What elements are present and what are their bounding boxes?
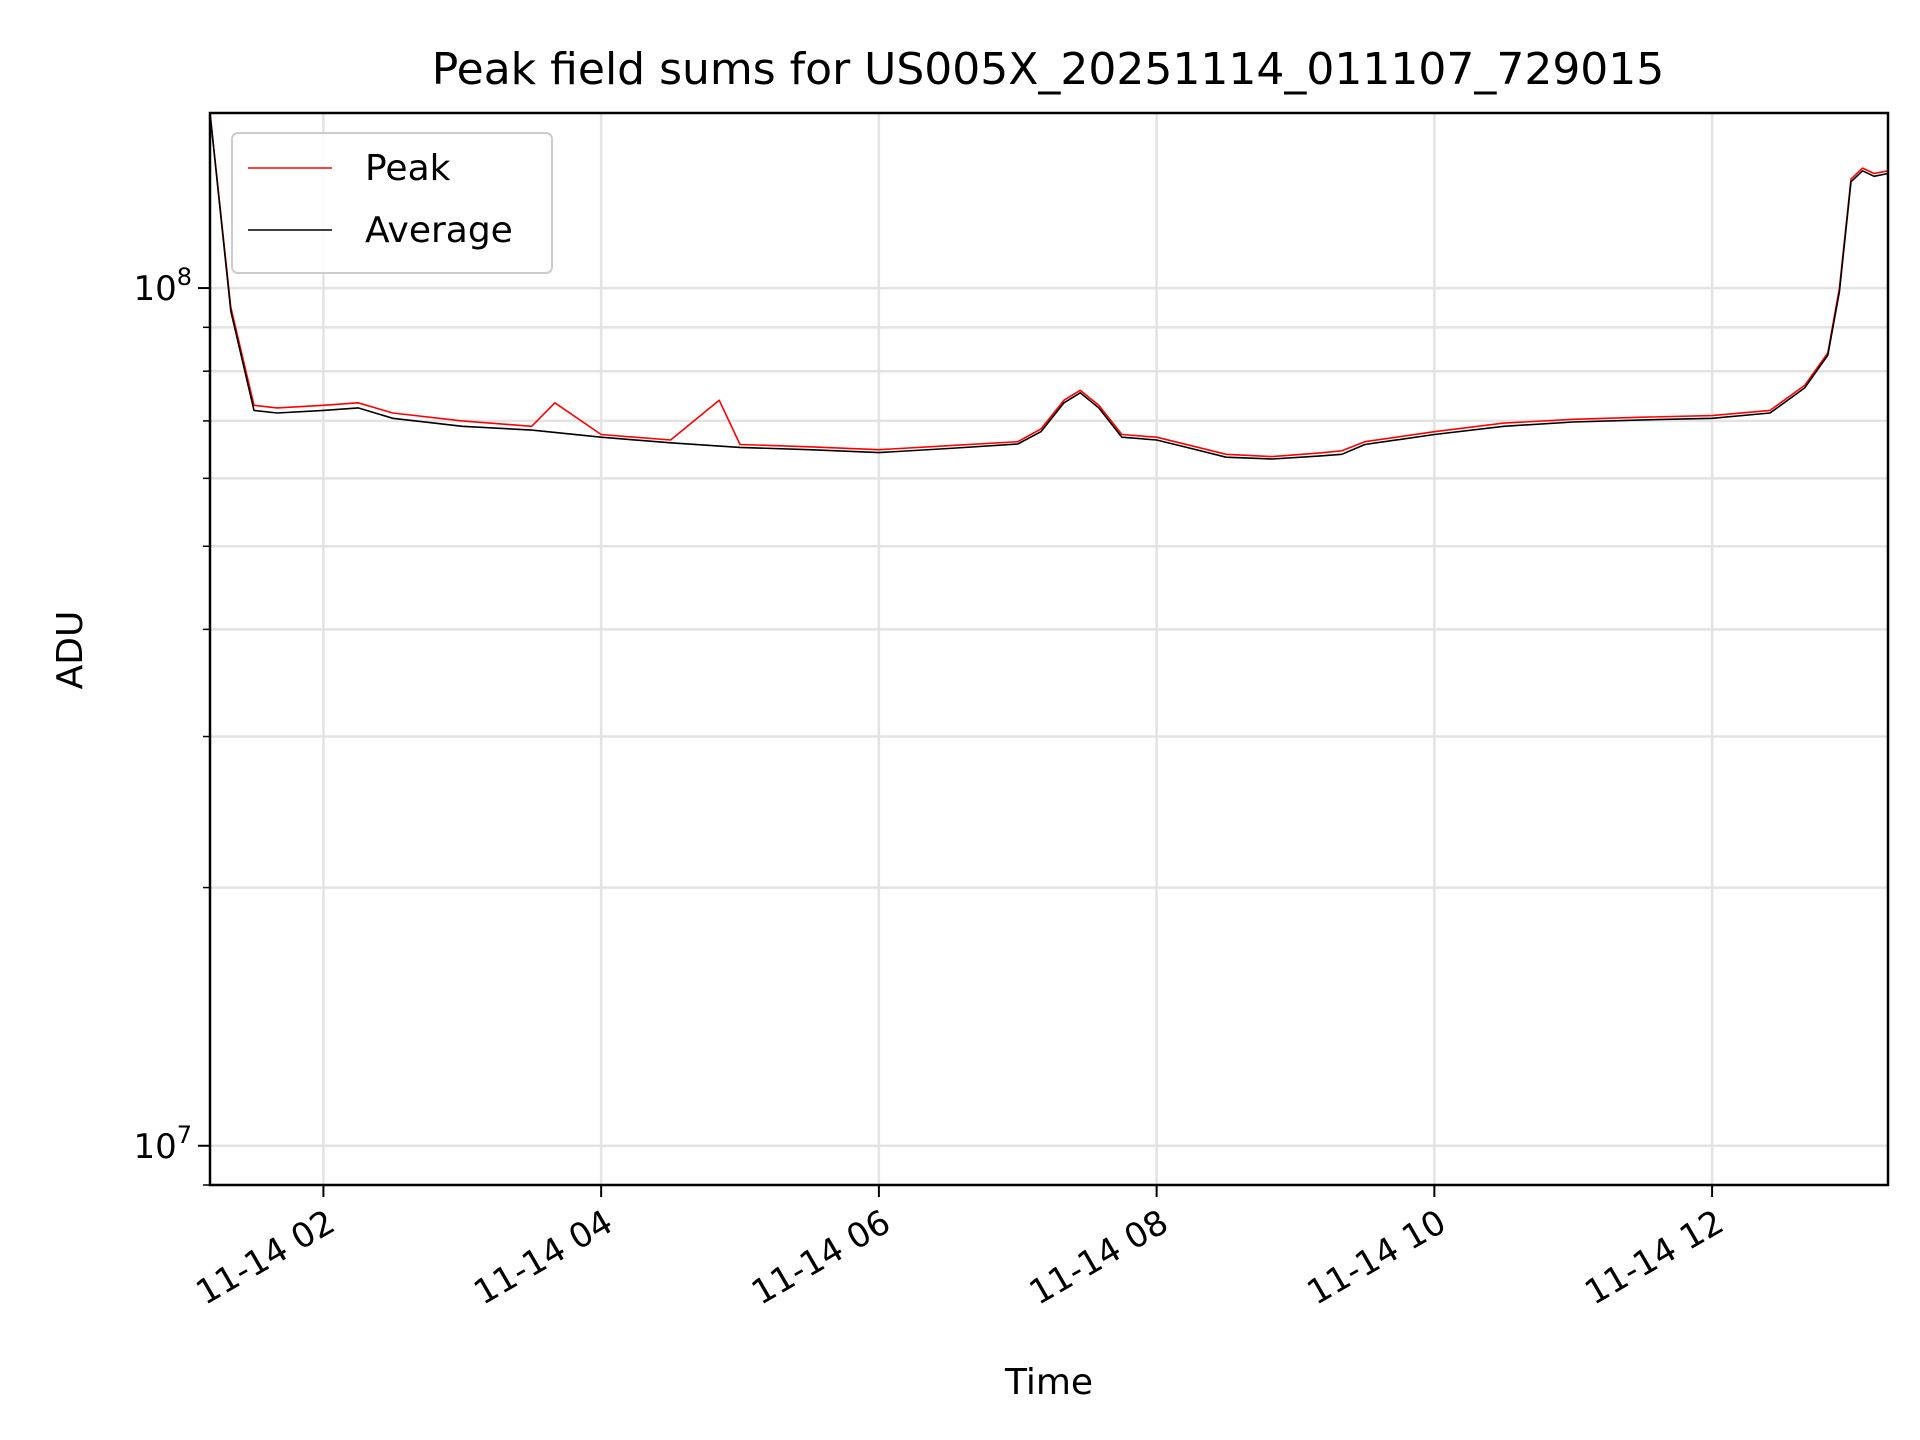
series-line-peak xyxy=(209,112,1889,458)
y-tick-label: 108 xyxy=(133,263,192,309)
series-layer xyxy=(209,112,1889,460)
legend-label-peak: Peak xyxy=(365,148,451,189)
legend-label-average: Average xyxy=(365,210,513,251)
y-tick-label: 107 xyxy=(133,1121,192,1167)
x-axis-label: Time xyxy=(1004,1362,1093,1403)
grid xyxy=(210,113,1888,1187)
plot-frame xyxy=(208,111,1890,1187)
series-line-average xyxy=(209,112,1889,460)
legend: Peak Average xyxy=(231,132,553,274)
chart-title: Peak field sums for US005X_20251114_0111… xyxy=(432,44,1665,95)
y-axis-label: ADU xyxy=(50,611,91,690)
y-axis: 108 107 xyxy=(133,263,210,1186)
